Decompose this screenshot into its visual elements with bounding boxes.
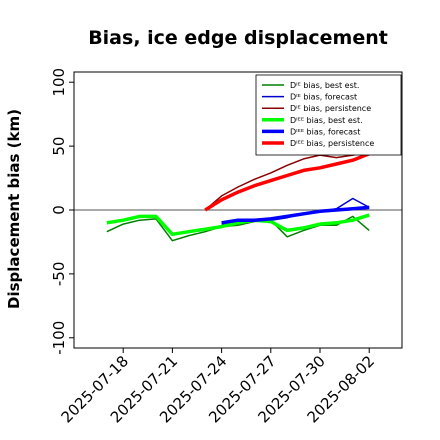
y-tick-label: 100 (50, 68, 68, 97)
legend-label: Dᴵᴱ bias, forecast (290, 93, 357, 102)
y-tick-label: 0 (50, 205, 68, 215)
legend-label: Dᴵᴱ bias, best est. (290, 81, 359, 90)
plot-frame (73, 71, 403, 349)
series-line-3 (204, 151, 370, 211)
series-line-5 (221, 205, 370, 225)
legend: Dᴵᴱ bias, best est. Dᴵᴱ bias, forecast Dᴵᴱ… (255, 74, 402, 156)
legend-label: Dᴵᴱᴱ bias, forecast (290, 127, 360, 136)
chart-title: Bias, ice edge displacement (88, 27, 388, 49)
series-line-4 (106, 213, 370, 237)
legend-label: Dᴵᴱ bias, persistence (290, 104, 371, 113)
legend-label: Dᴵᴱᴱ bias, best est. (290, 116, 363, 125)
legend-label: Dᴵᴱᴱ bias, persistence (290, 139, 374, 148)
y-tick-label: 50 (50, 137, 68, 156)
series-line-6 (204, 152, 370, 212)
y-tick-label: -50 (50, 262, 68, 287)
y-axis-label: Displacement bias (km) (5, 109, 23, 309)
y-tick-label: -100 (50, 321, 68, 355)
